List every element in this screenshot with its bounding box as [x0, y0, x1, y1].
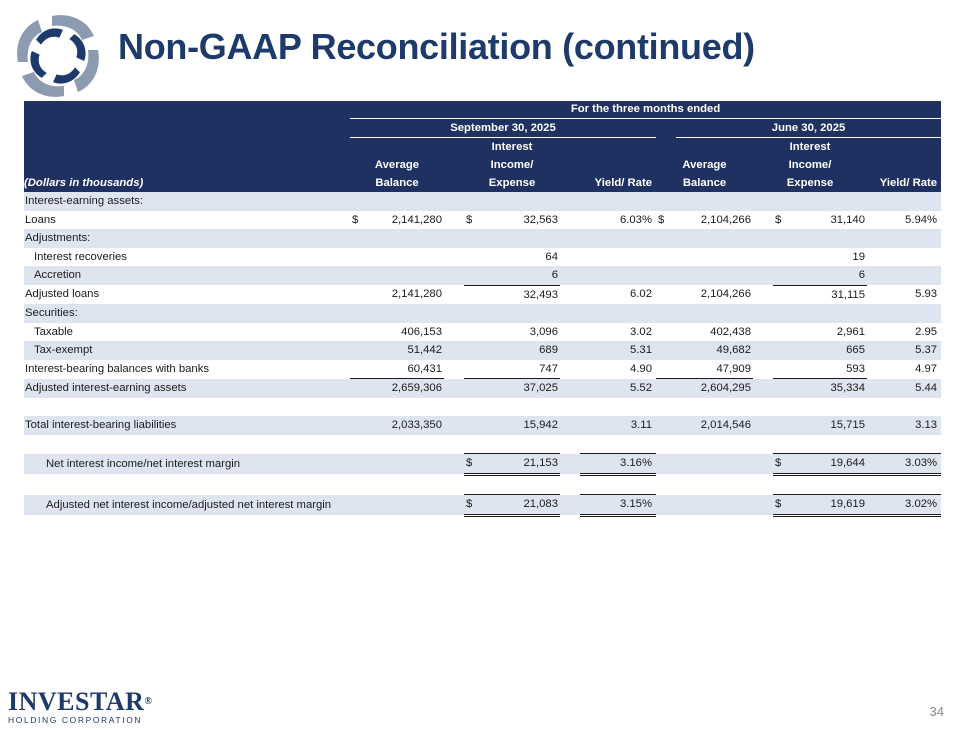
- period2-header: June 30, 2025: [676, 118, 942, 138]
- col-avg-l1: Average: [350, 156, 444, 174]
- row-label: Tax-exempt: [24, 341, 350, 360]
- row-label: Adjusted interest-earning assets: [24, 378, 350, 398]
- table-row: Total interest-bearing liabilities 2,033…: [24, 416, 942, 435]
- section-label: Interest-earning assets:: [24, 192, 942, 211]
- row-label: Net interest income/net interest margin: [24, 453, 350, 474]
- col-yield-p2: Yield/ Rate: [867, 174, 942, 192]
- units-label: (Dollars in thousands): [24, 174, 350, 192]
- table-row: Interest-earning assets:: [24, 192, 942, 211]
- col-interest-l1-p2: Interest: [753, 137, 867, 156]
- section-label: Adjustments:: [24, 229, 942, 248]
- brand-logo: INVESTAR® HOLDING CORPORATION: [8, 687, 153, 726]
- trademark: ®: [144, 696, 153, 707]
- table-row: Adjustments:: [24, 229, 942, 248]
- page-number: 34: [929, 704, 944, 719]
- col-interest-l1: Interest: [464, 137, 560, 156]
- col-avg-l2: Balance: [350, 174, 444, 192]
- table-row: Interest-bearing balances with banks 60,…: [24, 359, 942, 379]
- table-row: Accretion 6 6: [24, 266, 942, 286]
- col-interest-l2: Income/: [464, 156, 560, 174]
- table-row: Adjusted interest-earning assets 2,659,3…: [24, 378, 942, 398]
- table-row: Loans $ 2,141,280 $ 32,563 6.03% $ 2,104…: [24, 210, 942, 229]
- period1-header: September 30, 2025: [350, 118, 656, 138]
- investar-logo-icon: [17, 15, 99, 97]
- col-interest-l3: Expense: [464, 174, 560, 192]
- table-row-spacer: [24, 474, 942, 495]
- col-avg-l1-p2: Average: [656, 156, 753, 174]
- table-row: Securities:: [24, 304, 942, 323]
- table-row-spacer: [24, 397, 942, 416]
- table-row: Adjusted loans 2,141,280 32,493 6.02 2,1…: [24, 285, 942, 304]
- table-row: Net interest income/net interest margin …: [24, 453, 942, 476]
- row-label: Interest-bearing balances with banks: [24, 359, 350, 379]
- row-label: Taxable: [24, 322, 350, 341]
- page-title: Non-GAAP Reconciliation (continued): [118, 26, 755, 67]
- col-yield: Yield/ Rate: [580, 174, 656, 192]
- brand-name: INVESTAR: [8, 687, 145, 716]
- table-row: Interest recoveries 64 19: [24, 247, 942, 266]
- row-label: Adjusted net interest income/adjusted ne…: [24, 494, 350, 515]
- col-interest-l2-p2: Income/: [753, 156, 867, 174]
- period-header: For the three months ended: [350, 101, 942, 119]
- table-row-spacer: [24, 434, 942, 454]
- col-avg-l2-p2: Balance: [656, 174, 753, 192]
- col-interest-l3-p2: Expense: [753, 174, 867, 192]
- brand-subtitle: HOLDING CORPORATION: [8, 715, 143, 725]
- row-label: Adjusted loans: [24, 285, 350, 304]
- table-row: Tax-exempt 51,442 689 5.31 49,682 665 5.…: [24, 341, 942, 360]
- row-label: Interest recoveries: [24, 247, 350, 266]
- reconciliation-table: For the three months ended September 30,…: [24, 101, 942, 517]
- row-label: Loans: [24, 210, 350, 229]
- section-label: Securities:: [24, 304, 942, 323]
- row-label: Total interest-bearing liabilities: [24, 416, 350, 435]
- table-row: Adjusted net interest income/adjusted ne…: [24, 494, 942, 517]
- row-label: Accretion: [24, 266, 350, 285]
- table-row: Taxable 406,153 3,096 3.02 402,438 2,961…: [24, 322, 942, 341]
